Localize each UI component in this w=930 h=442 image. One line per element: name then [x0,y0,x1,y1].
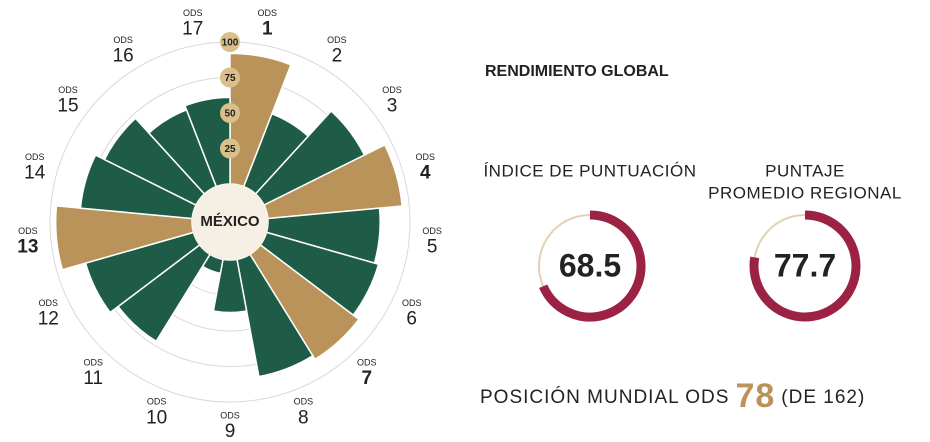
gauge-value: 77.7 [774,247,836,283]
rank: 78 [735,377,775,415]
heading: RENDIMIENTO GLOBAL [485,63,669,80]
category-label: 13 [17,237,38,258]
rank-suffix: (DE 162) [781,387,865,408]
category-label: 7 [361,368,372,389]
category-label: 1 [262,18,273,39]
category-label: 12 [38,309,59,330]
gauge-title: PROMEDIO REGIONAL [708,183,902,202]
category-prefix: ODS [39,298,59,308]
category-label: 11 [83,368,103,389]
category-label: 6 [406,309,417,330]
category-prefix: ODS [18,226,38,236]
gauge-arc [749,210,861,322]
category-label: 2 [332,45,343,66]
hub [192,184,268,260]
gauge-title: ÍNDICE DE PUNTUACIÓN [483,161,696,180]
category-prefix: ODS [382,85,402,95]
category-prefix: ODS [327,35,347,45]
category-prefix: ODS [402,298,422,308]
tick-badge [220,32,240,52]
gauge-title: PUNTAJE [765,161,845,180]
category-prefix: ODS [83,357,103,367]
category-prefix: ODS [113,35,133,45]
rank-line: POSICIÓN MUNDIAL ODS 78 (DE 162) [480,377,865,415]
tick-label: 100 [222,38,239,49]
category-prefix: ODS [415,152,435,162]
category-label: 5 [427,237,438,258]
tick-badge [220,67,240,88]
rank-prefix: POSICIÓN MUNDIAL ODS [480,386,729,408]
category-label: 14 [24,162,46,183]
tick-label: 25 [224,144,236,155]
tick-label: 75 [224,73,236,84]
gauge-value: 68.5 [559,247,621,283]
category-prefix: ODS [422,226,442,236]
category-label: 16 [113,45,134,66]
tick-badge [220,103,240,123]
category-label: 4 [420,162,431,183]
category-label: 3 [387,96,398,117]
category-label: 9 [225,421,236,442]
category-prefix: ODS [183,8,203,18]
category-label: 17 [182,18,203,39]
category-prefix: ODS [357,357,377,367]
tick-badge [220,138,240,159]
category-prefix: ODS [25,152,45,162]
category-prefix: ODS [147,397,167,407]
category-label: 15 [57,96,78,117]
category-prefix: ODS [220,410,240,420]
gauge-arc [539,210,646,322]
center-label: MÉXICO [200,213,260,230]
category-label: 8 [298,407,309,428]
category-prefix: ODS [258,8,278,18]
category-prefix: ODS [294,397,314,407]
category-label: 10 [146,407,167,428]
category-prefix: ODS [58,85,78,95]
tick-label: 50 [224,109,236,120]
